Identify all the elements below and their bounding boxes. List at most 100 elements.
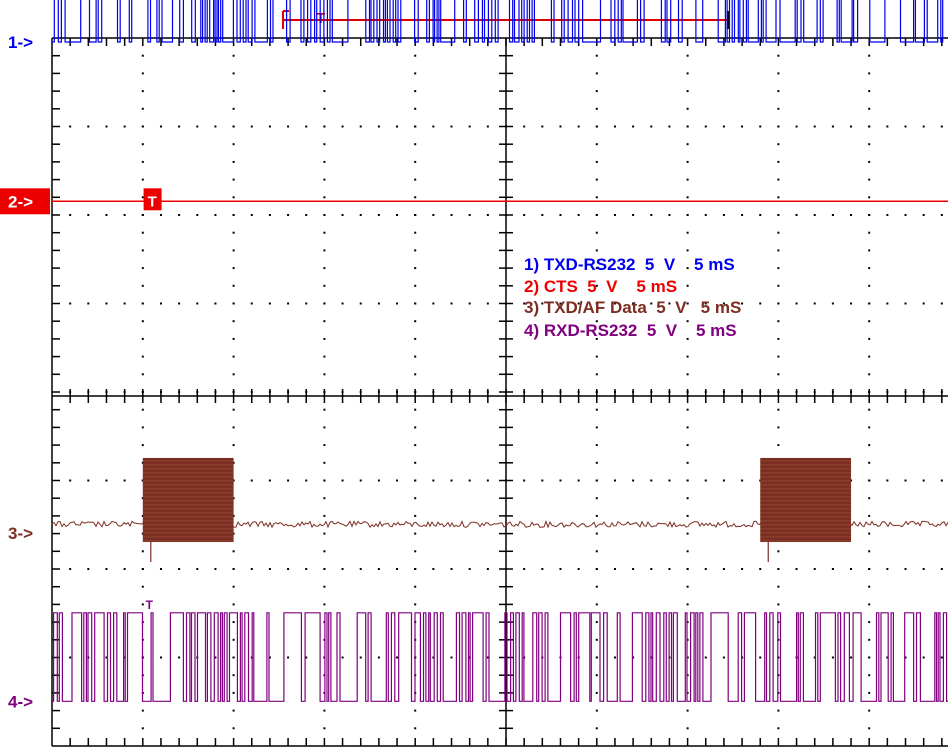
grid-dot [904,656,907,659]
ch2-label[interactable]: 2-> [8,192,33,211]
grid-dot [468,214,471,216]
grid-dot [940,568,943,570]
grid-dot [87,479,90,482]
grid-dot [232,656,235,659]
grid-dot [777,638,780,641]
ch4-label[interactable]: 4-> [8,692,33,711]
grid-dot [178,302,181,305]
grid-dot [468,302,471,305]
grid-dot [141,550,144,553]
grid-dot [232,568,235,570]
grid-dot [323,337,326,340]
ch3-label[interactable]: 3-> [8,524,33,543]
grid-dot [868,603,871,606]
grid-dot [69,214,72,216]
grid-dot [868,585,871,588]
grid-dot [232,90,235,93]
grid-dot [795,302,798,305]
grid-dot [323,214,326,216]
grid-dot [759,302,762,305]
grid-dot [305,302,308,305]
grid-dot [414,444,417,447]
grid-dot [595,497,598,500]
grid-dot [886,479,889,482]
grid-dot [868,514,871,517]
grid-dot [741,302,744,305]
grid-dot [159,656,162,659]
grid-dot [868,249,871,252]
grid-dot [214,302,217,305]
grid-dot [396,479,399,482]
grid-dot [377,479,380,482]
grid-dot [69,656,72,659]
grid-dot [87,125,90,128]
grid-dot [868,444,871,447]
grid-dot [323,497,326,500]
grid-dot [868,284,871,287]
grid-dot [868,461,871,464]
grid-dot [323,196,326,199]
grid-dot [868,214,871,216]
grid-dot [595,249,598,252]
grid-dot [323,532,326,535]
grid-dot [722,125,725,128]
grid-dot [777,408,780,411]
grid-dot [141,568,144,570]
grid-dot [69,479,72,482]
grid-dot [323,568,326,570]
grid-dot [868,302,871,305]
grid-dot [323,408,326,411]
grid-dot [141,160,144,163]
grid-dot [232,249,235,252]
grid-dot [868,267,871,270]
grid-dot [904,214,907,216]
grid-dot [868,90,871,93]
grid-dot [414,249,417,252]
grid-dot [432,214,435,216]
grid-dot [323,72,326,75]
grid-dot [577,214,580,216]
grid-dot [595,231,598,234]
grid-dot [922,479,925,482]
grid-dot [232,320,235,323]
grid-dot [777,125,780,128]
grid-dot [250,214,253,216]
grid-dot [704,656,707,659]
grid-dot [686,727,689,730]
grid-dot [323,444,326,447]
grid-dot [323,160,326,163]
grid-dot [831,214,834,216]
grid-dot [613,125,616,128]
grid-dot [759,656,762,659]
grid-dot [414,125,417,128]
grid-dot [141,284,144,287]
grid-dot [523,479,526,482]
grid-dot [323,320,326,323]
grid-dot [414,160,417,163]
grid-dot [686,426,689,429]
grid-dot [813,656,816,659]
grid-dot [323,727,326,730]
grid-dot [305,125,308,128]
grid-dot [686,408,689,411]
grid-dot [868,532,871,535]
grid-dot [232,54,235,57]
grid-dot [595,585,598,588]
grid-dot [232,337,235,340]
grid-dot [613,656,616,659]
grid-dot [595,532,598,535]
grid-dot [414,302,417,305]
grid-dot [141,585,144,588]
grid-dot [886,656,889,659]
grid-dot [232,408,235,411]
grid-dot [559,568,562,570]
grid-dot [777,90,780,93]
grid-dot [722,302,725,305]
grid-dot [359,302,362,305]
ch1-label[interactable]: 1-> [8,33,33,52]
grid-dot [759,125,762,128]
grid-dot [414,284,417,287]
grid-dot [341,214,344,216]
grid-dot [595,160,598,163]
grid-dot [868,621,871,624]
